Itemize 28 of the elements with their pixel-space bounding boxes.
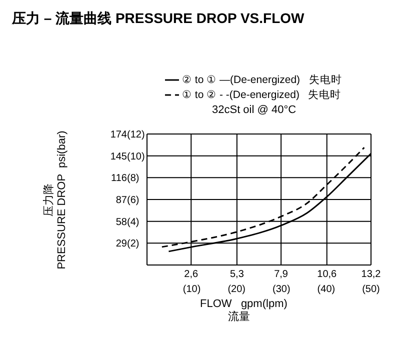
y-tick-label: 174 <box>110 130 128 140</box>
x-tick-label: 2,6 <box>184 269 199 280</box>
x2-tick-label: (10) <box>182 284 201 295</box>
chart-title: 压力 – 流量曲线 PRESSURE DROP VS.FLOW <box>12 10 304 28</box>
x2-tick-label: (40) <box>317 284 336 295</box>
y2-tick-label: (2) <box>127 238 140 250</box>
text: 32cSt oil @ 40°C <box>212 104 296 116</box>
y-tick-label: 145 <box>110 151 128 162</box>
y-tick-label: 58 <box>116 216 128 228</box>
x-axis-title: FLOW gpm(lpm) 流量 <box>200 298 288 324</box>
x2-tick-label: (50) <box>362 284 380 295</box>
y2-tick-label: (4) <box>127 216 140 228</box>
x-tick-label: 5,3 <box>230 269 244 280</box>
x-tick-label: 13,2 <box>361 269 382 280</box>
legend-label: ① to ② - -(De-energized) 失电时 <box>182 88 342 102</box>
y2-tick-label: (6) <box>127 195 140 206</box>
x2-tick-label: (30) <box>272 284 290 295</box>
legend-label: ② to ① —(De-energized) 失电时 <box>182 72 342 86</box>
y-axis-title: 压力降 PRESSURE DROP psi(bar) <box>43 130 69 270</box>
y2-tick-label: (10) <box>127 151 145 162</box>
x-tick-label: 7,9 <box>274 269 288 280</box>
x2-tick-label: (20) <box>228 284 246 295</box>
y-tick-label: 29 <box>116 238 128 250</box>
y2-tick-label: (8) <box>127 173 140 184</box>
y2-tick-label: (12) <box>127 130 145 140</box>
y-tick-label: 116 <box>111 173 128 184</box>
y-tick-label: 87 <box>116 195 128 206</box>
x-tick-label: 10,6 <box>317 269 338 280</box>
